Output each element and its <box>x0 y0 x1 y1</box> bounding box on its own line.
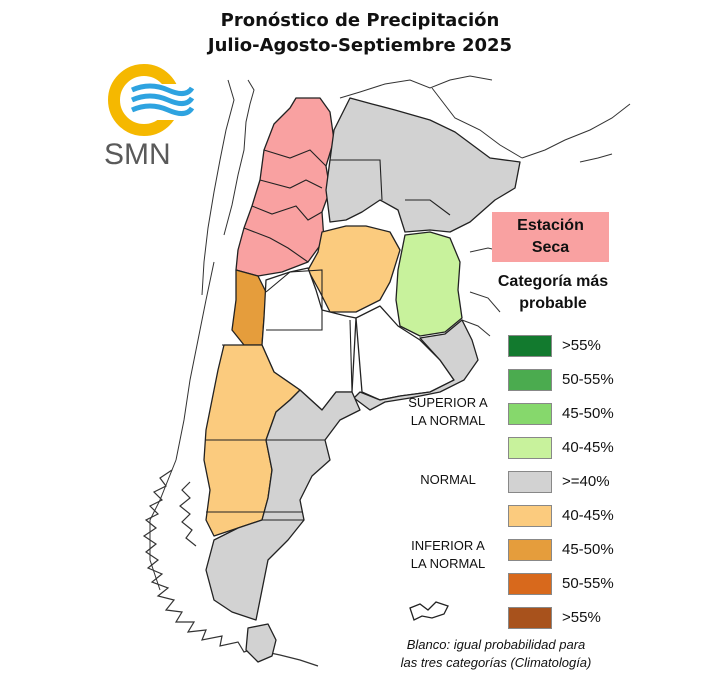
map-title: Pronóstico de Precipitación Julio-Agosto… <box>140 8 580 58</box>
neighbor-borders <box>149 75 631 591</box>
legend-group-superior-line-1: SUPERIOR A <box>408 395 488 410</box>
region-normal-patagonia <box>205 389 361 621</box>
legend-title: Categoría más probable <box>474 271 632 315</box>
legend-label-superior: 45-50% <box>562 405 614 422</box>
legend-label-inferior: 50-55% <box>562 575 614 592</box>
legend-swatch-superior <box>508 369 552 391</box>
region-tierra-del-fuego <box>245 623 277 663</box>
legend-group-superior: SUPERIOR A LA NORMAL <box>388 394 508 430</box>
dry-season-label: Estación Seca <box>492 212 609 262</box>
footnote-line-1: Blanco: igual probabilidad para <box>406 637 586 652</box>
legend-label-inferior: 45-50% <box>562 541 614 558</box>
legend-label-inferior: >55% <box>562 609 601 626</box>
smn-logo-text: SMN <box>104 138 171 171</box>
legend-group-inferior-line-1: INFERIOR A <box>411 538 485 553</box>
legend-label-normal: >=40% <box>562 473 610 490</box>
dry-season-line-2: Seca <box>531 239 570 256</box>
legend-group-superior-line-2: LA NORMAL <box>410 413 486 428</box>
legend-group-normal: NORMAL <box>388 471 508 489</box>
region-normal-ne <box>325 97 521 233</box>
legend-label-superior: 40-45% <box>562 439 614 456</box>
region-above-normal-east <box>395 231 463 337</box>
region-below-normal-west <box>231 269 267 346</box>
legend-swatch-superior <box>508 403 552 425</box>
legend-label-inferior: 40-45% <box>562 507 614 524</box>
legend-swatch-inferior <box>508 573 552 595</box>
region-normal-ba-coast <box>353 319 479 411</box>
legend-group-inferior-line-2: LA NORMAL <box>410 556 486 571</box>
legend-title-line-1: Categoría más <box>497 273 609 290</box>
legend-swatch-superior <box>508 437 552 459</box>
malvinas-islands <box>409 601 449 621</box>
legend-label-superior: 50-55% <box>562 371 614 388</box>
legend-group-inferior: INFERIOR A LA NORMAL <box>388 537 508 573</box>
legend-swatch-inferior <box>508 539 552 561</box>
province-borders <box>206 149 451 521</box>
legend-swatch-inferior <box>508 505 552 527</box>
forecast-regions <box>203 97 521 663</box>
title-line-1: Pronóstico de Precipitación <box>220 10 500 31</box>
dry-season-line-1: Estación <box>517 217 584 234</box>
smn-logo-icon: SMN <box>104 64 195 171</box>
legend-swatch-superior <box>508 335 552 357</box>
legend-group-normal-line-1: NORMAL <box>420 472 476 487</box>
footnote-line-2: las tres categorías (Climatología) <box>400 655 592 670</box>
legend-swatch-inferior <box>508 607 552 629</box>
legend-title-line-2: probable <box>519 295 587 312</box>
title-line-2: Julio-Agosto-Septiembre 2025 <box>207 35 513 56</box>
footnote: Blanco: igual probabilidad para las tres… <box>366 636 626 672</box>
legend-label-superior: >55% <box>562 337 601 354</box>
legend-swatch-normal <box>508 471 552 493</box>
